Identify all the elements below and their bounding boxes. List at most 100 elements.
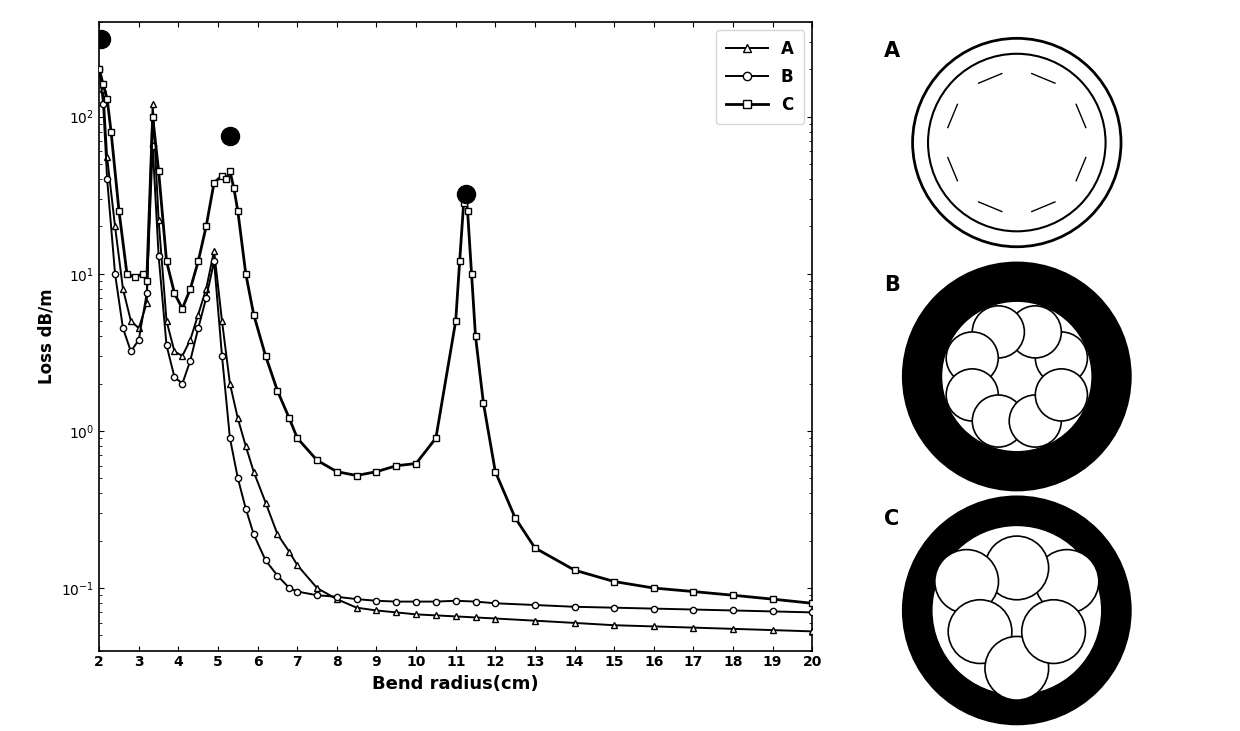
A: [370, 606, 384, 615]
C: [370, 467, 384, 476]
B: [182, 356, 197, 365]
A: [350, 603, 365, 612]
B: [175, 379, 190, 388]
B: [310, 591, 325, 599]
A: [409, 610, 424, 618]
B: [527, 601, 542, 610]
A: [99, 153, 114, 162]
A: [247, 467, 262, 476]
C: [310, 456, 325, 465]
B: [139, 289, 154, 298]
A: [198, 284, 213, 293]
B: [805, 608, 820, 617]
A: [95, 85, 110, 94]
Circle shape: [1035, 550, 1099, 613]
X-axis label: Bend radius(cm): Bend radius(cm): [372, 675, 539, 693]
A: [159, 317, 174, 325]
A: [258, 498, 273, 507]
A: [467, 613, 482, 622]
A: [175, 352, 190, 360]
Text: A: A: [884, 41, 900, 61]
Circle shape: [946, 369, 998, 421]
B: [646, 605, 661, 613]
A: [167, 347, 182, 356]
B: [281, 583, 296, 592]
B: [448, 596, 463, 605]
Legend: A, B, C: A, B, C: [715, 30, 804, 124]
B: [238, 504, 253, 513]
Circle shape: [1009, 395, 1061, 447]
Circle shape: [932, 526, 1101, 695]
A: [151, 216, 166, 224]
B: [409, 597, 424, 606]
C: [92, 65, 107, 74]
Circle shape: [1022, 599, 1085, 664]
B: [222, 433, 237, 442]
A: [222, 379, 237, 388]
C: [145, 112, 160, 121]
B: [99, 175, 114, 183]
A: [215, 317, 229, 325]
C: [805, 599, 820, 607]
B: [258, 556, 273, 565]
B: [487, 599, 502, 607]
Circle shape: [972, 395, 1024, 447]
B: [370, 596, 384, 605]
B: [765, 607, 780, 616]
B: [725, 606, 740, 615]
A: [389, 608, 404, 617]
B: [115, 324, 130, 333]
A: [270, 530, 285, 539]
B: [145, 142, 160, 151]
A: [115, 284, 130, 293]
A: [310, 583, 325, 592]
Line: B: B: [95, 66, 816, 616]
Circle shape: [985, 637, 1049, 700]
C: [350, 471, 365, 480]
B: [92, 65, 107, 74]
A: [765, 626, 780, 635]
Y-axis label: Loss dB/m: Loss dB/m: [37, 289, 56, 384]
B: [151, 251, 166, 260]
A: [281, 548, 296, 556]
Circle shape: [1035, 332, 1087, 384]
B: [290, 587, 305, 596]
B: [167, 373, 182, 382]
Circle shape: [972, 306, 1024, 358]
Circle shape: [903, 262, 1131, 491]
Circle shape: [935, 550, 998, 613]
Circle shape: [903, 496, 1131, 724]
B: [108, 269, 123, 278]
Circle shape: [949, 599, 1012, 664]
A: [238, 442, 253, 450]
B: [191, 324, 206, 333]
Circle shape: [941, 301, 1092, 452]
A: [527, 616, 542, 625]
Line: C: C: [95, 66, 816, 607]
A: [330, 595, 345, 604]
A: [108, 222, 123, 231]
B: [429, 597, 444, 606]
A: [686, 624, 701, 632]
Text: C: C: [884, 509, 899, 529]
A: [487, 614, 502, 623]
A: [92, 65, 107, 74]
B: [95, 99, 110, 108]
B: [198, 294, 213, 303]
B: [686, 605, 701, 614]
A: [448, 612, 463, 621]
A: [139, 299, 154, 308]
C: [222, 167, 237, 175]
B: [467, 597, 482, 606]
A: [231, 414, 246, 423]
A: [567, 618, 582, 627]
Text: B: B: [884, 275, 899, 295]
A: [606, 621, 621, 629]
A: [725, 624, 740, 633]
C: [448, 317, 463, 325]
A: [124, 317, 139, 325]
B: [207, 257, 222, 265]
B: [231, 474, 246, 482]
Circle shape: [985, 536, 1049, 599]
Circle shape: [946, 332, 998, 384]
